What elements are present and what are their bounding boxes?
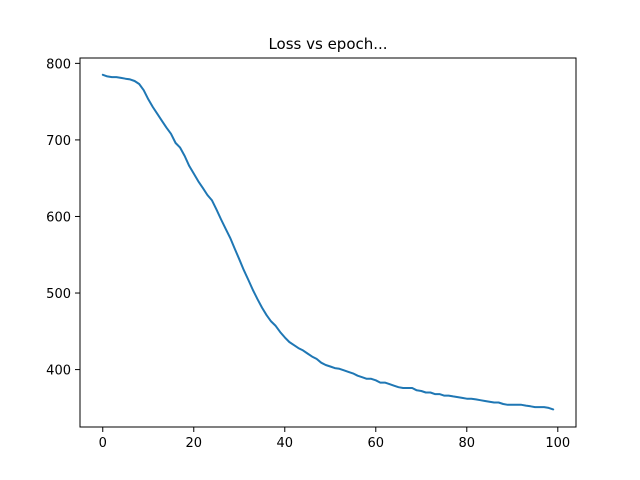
loss-series-line: [101, 73, 555, 411]
y-tick-label: 400: [46, 364, 71, 379]
y-tick-label: 600: [46, 210, 71, 225]
x-axis: 0 20 40 60 80 100: [99, 427, 570, 451]
series-layer: [101, 73, 555, 411]
x-tick-label: 20: [185, 436, 202, 451]
plot-area: [79, 57, 577, 428]
y-tick-label: 700: [46, 134, 71, 149]
y-tick-label: 800: [46, 57, 71, 72]
y-tick-label: 500: [46, 287, 71, 302]
x-tick-label: 80: [459, 436, 476, 451]
x-tick-label: 0: [99, 436, 107, 451]
chart-title: Loss vs epoch...: [268, 35, 387, 53]
y-axis: 400 500 600 700 800: [46, 57, 80, 379]
x-tick-label: 40: [276, 436, 293, 451]
x-tick-label: 60: [368, 436, 385, 451]
x-tick-label: 100: [545, 436, 570, 451]
